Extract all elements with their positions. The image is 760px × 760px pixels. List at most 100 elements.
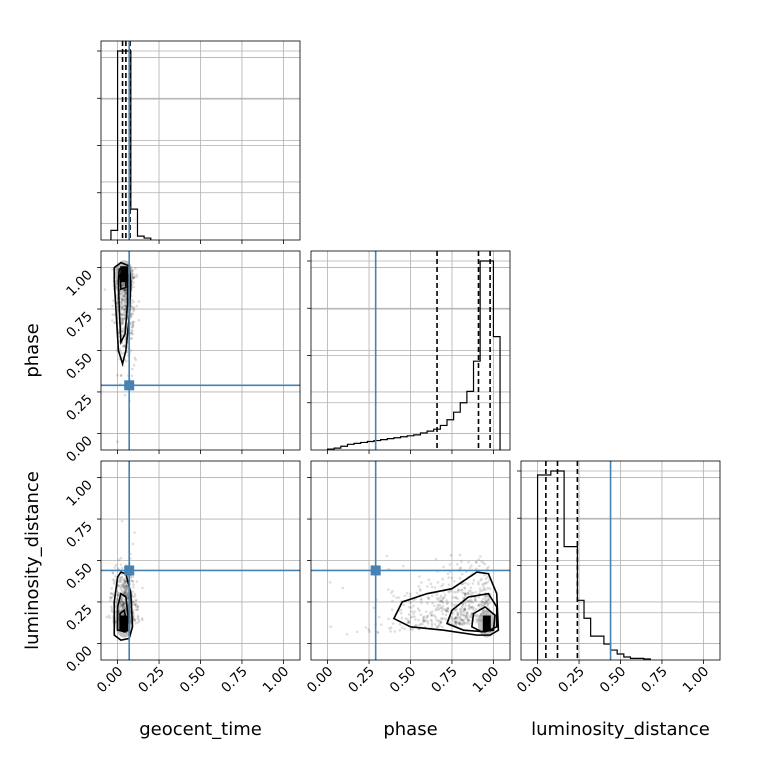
corr-geocent_time-luminosity_distance-point [111, 578, 115, 581]
corr-geocent_time-luminosity_distance-point [117, 593, 120, 596]
corr-geocent_time-luminosity_distance-point [121, 582, 125, 585]
corr-phase-luminosity_distance-point [453, 620, 457, 623]
corr-geocent_time-phase-point [121, 333, 124, 336]
corr-geocent_time-luminosity_distance-point [110, 609, 113, 613]
corr-phase-luminosity_distance-point [466, 599, 470, 603]
corr-geocent_time-luminosity_distance-point [120, 604, 124, 607]
corr-geocent_time-luminosity_distance-point [123, 586, 127, 589]
corr-phase-luminosity_distance-point [458, 567, 462, 570]
corr-phase-luminosity_distance-point [442, 596, 445, 600]
corr-phase-luminosity_distance-point [454, 616, 458, 620]
corr-phase-luminosity_distance-point [416, 607, 420, 611]
corr-phase-luminosity_distance-point [457, 590, 460, 593]
corr-phase-luminosity_distance-point [457, 588, 460, 592]
corr-geocent_time-phase-point [122, 330, 125, 334]
corr-phase-luminosity_distance-point [486, 602, 489, 606]
corr-geocent_time-luminosity_distance-point [122, 591, 126, 595]
corr-geocent_time-luminosity_distance-point [133, 618, 137, 621]
corr-geocent_time-phase-point [123, 303, 127, 307]
corr-phase-luminosity_distance-point [436, 619, 440, 623]
corr-geocent_time-luminosity_distance-point [120, 586, 124, 589]
corr-phase-luminosity_distance-point [376, 630, 379, 634]
corr-geocent_time-luminosity_distance-point [131, 600, 135, 603]
corr-phase-luminosity_distance-point [438, 619, 441, 622]
corr-geocent_time-luminosity_distance-point [124, 588, 128, 592]
ylabel-phase: phase [22, 323, 43, 377]
corr-phase-luminosity_distance-point [487, 595, 490, 599]
corr-geocent_time-luminosity_distance-point [110, 592, 113, 595]
corr-geocent_time-luminosity_distance-ytick-label-4: 1.00 [63, 477, 96, 510]
corr-geocent_time-phase-point [124, 288, 127, 292]
corr-phase-luminosity_distance-point [478, 587, 482, 590]
corr-phase-luminosity_distance-point [409, 594, 412, 598]
corr-geocent_time-luminosity_distance-point [122, 580, 126, 583]
corr-geocent_time-luminosity_distance-point [120, 519, 124, 523]
corr-geocent_time-luminosity_distance-point [122, 584, 126, 587]
corr-phase-luminosity_distance-point [477, 582, 480, 586]
corr-geocent_time-phase-point [119, 289, 123, 293]
corr-phase-luminosity_distance-point [409, 592, 412, 596]
corr-geocent_time-phase-point [111, 304, 114, 308]
corr-phase-luminosity_distance-point [390, 608, 394, 611]
corr-geocent_time-luminosity_distance-point [109, 605, 113, 609]
corr-phase-luminosity_distance-point [463, 607, 466, 611]
corr-phase-luminosity_distance-point [399, 608, 403, 612]
corr-phase-luminosity_distance-point [391, 622, 395, 625]
corr-geocent_time-luminosity_distance-xtick-label-2: 0.50 [177, 664, 210, 697]
corr-geocent_time-phase-point [130, 301, 133, 304]
corr-phase-luminosity_distance-point [454, 620, 458, 624]
corr-phase-luminosity_distance-point [465, 615, 469, 619]
corr-geocent_time-phase-point [132, 320, 136, 324]
corr-phase-luminosity_distance-point [467, 619, 471, 623]
corr-geocent_time-phase-point [120, 321, 123, 324]
corr-phase-luminosity_distance-point [430, 622, 434, 625]
corr-phase-luminosity_distance-point [428, 611, 432, 614]
corr-geocent_time-phase-point [121, 317, 125, 321]
corr-geocent_time-phase-point [120, 293, 123, 297]
corr-geocent_time-phase-point [122, 293, 126, 297]
corr-phase-luminosity_distance-point [438, 596, 441, 600]
corr-geocent_time-luminosity_distance-point [125, 584, 129, 588]
corr-geocent_time-phase-point [121, 305, 124, 309]
corr-phase-luminosity_distance-point [437, 622, 441, 626]
corr-phase-luminosity_distance-point [417, 618, 420, 622]
corr-phase-luminosity_distance-point [461, 623, 465, 626]
corr-geocent_time-phase-point [130, 329, 134, 333]
corr-geocent_time-phase-point [122, 310, 126, 313]
corr-geocent_time-phase-point [121, 322, 125, 325]
corr-geocent_time-phase-point [123, 288, 127, 292]
corr-phase-luminosity_distance-point [485, 599, 489, 603]
corr-phase-luminosity_distance-point [479, 555, 482, 558]
corr-geocent_time-luminosity_distance-point [119, 556, 123, 560]
corr-phase-luminosity_distance-point [475, 613, 479, 617]
corr-phase-luminosity_distance-point [457, 622, 461, 625]
corr-geocent_time-luminosity_distance-point [120, 597, 123, 600]
corr-geocent_time-phase-point [132, 276, 136, 280]
corr-geocent_time-luminosity_distance-point [116, 598, 119, 602]
corr-geocent_time-luminosity_distance-point [124, 605, 127, 609]
corr-phase-luminosity_distance-point [450, 617, 454, 620]
corr-phase-luminosity_distance-point [460, 582, 464, 586]
corr-phase-luminosity_distance-point [480, 603, 484, 607]
corr-phase-luminosity_distance-point [424, 610, 428, 613]
corr-phase-luminosity_distance-point [454, 621, 457, 624]
corr-phase-luminosity_distance-point [437, 608, 440, 611]
corr-geocent_time-luminosity_distance-point [117, 605, 121, 609]
corr-geocent_time-luminosity_distance-point [136, 614, 140, 618]
hist-luminosity_distance-xtick-label-1: 0.25 [555, 664, 588, 697]
corr-phase-luminosity_distance-point [430, 623, 434, 627]
corr-phase-luminosity_distance-point [445, 609, 449, 613]
corr-geocent_time-luminosity_distance-point [123, 580, 127, 583]
corr-phase-luminosity_distance-point [446, 601, 450, 605]
corr-phase-luminosity_distance-point [420, 581, 423, 584]
corr-phase-luminosity_distance-point [463, 607, 466, 611]
corr-geocent_time-phase-density-peak [120, 266, 129, 283]
corr-geocent_time-luminosity_distance-point [122, 586, 126, 590]
corr-phase-luminosity_distance-point [436, 605, 439, 609]
corr-phase-luminosity_distance-point [480, 600, 484, 604]
corr-geocent_time-luminosity_distance-point [115, 594, 119, 597]
corr-phase-luminosity_distance-point [470, 612, 474, 615]
hist-phase-steps [326, 260, 501, 450]
corr-phase-luminosity_distance-point [390, 591, 393, 595]
corr-geocent_time-luminosity_distance-point [136, 621, 140, 624]
